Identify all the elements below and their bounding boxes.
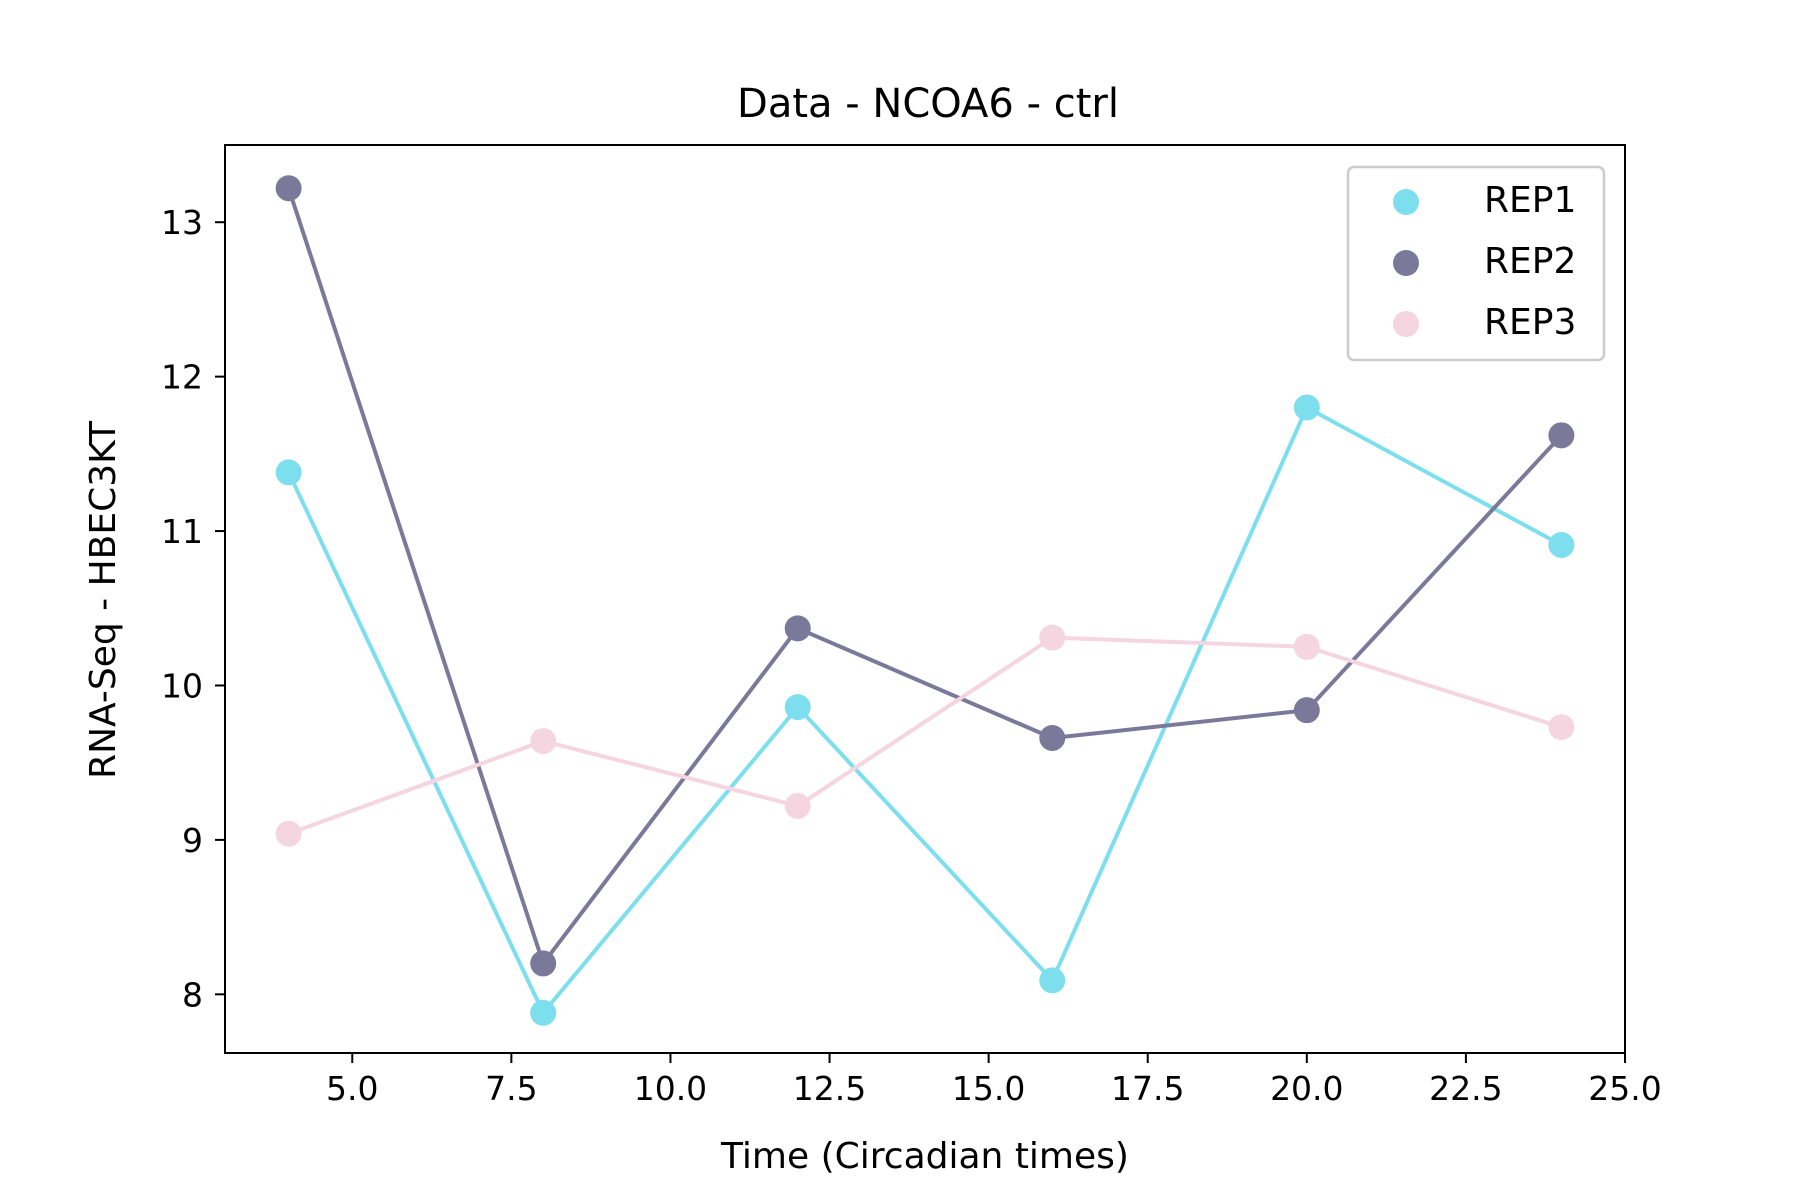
series-line-rep1 <box>286 405 1563 1015</box>
data-point-rep1 <box>1548 531 1575 558</box>
data-point-rep3 <box>275 820 302 847</box>
x-tick-label: 7.5 <box>485 1069 537 1108</box>
x-tick-label: 5.0 <box>326 1069 378 1108</box>
x-tick-label: 20.0 <box>1270 1069 1343 1108</box>
legend-marker-rep1 <box>1393 189 1419 215</box>
legend-marker-rep3 <box>1393 311 1419 337</box>
series-rep2 <box>275 175 1575 977</box>
data-point-rep3 <box>1293 633 1320 660</box>
data-point-rep1 <box>784 694 811 721</box>
legend-label-rep1: REP1 <box>1484 180 1576 221</box>
data-point-rep3 <box>1548 714 1575 741</box>
legend-marker-rep2 <box>1393 250 1419 276</box>
y-tick-label: 12 <box>161 358 203 397</box>
data-point-rep2 <box>1293 697 1320 724</box>
data-point-rep1 <box>530 999 557 1026</box>
y-tick-label: 10 <box>161 666 203 705</box>
legend-label-rep2: REP2 <box>1484 241 1576 282</box>
x-tick-label: 22.5 <box>1429 1069 1502 1108</box>
data-point-rep2 <box>1039 724 1066 751</box>
x-tick-label: 12.5 <box>793 1069 866 1108</box>
x-axis: 5.0 7.5 10.0 12.5 15.0 17.5 20.0 22.5 25.0 <box>326 1053 1662 1108</box>
legend-box <box>1346 165 1606 362</box>
y-tick-label: 8 <box>182 975 203 1014</box>
data-point-rep1 <box>1039 967 1066 994</box>
series-rep1 <box>275 394 1575 1026</box>
x-tick-label: 25.0 <box>1588 1069 1661 1108</box>
series-line-rep2 <box>286 187 1563 966</box>
plot-frame <box>224 144 1626 1054</box>
legend: REP1 REP2 REP3 <box>1346 165 1606 362</box>
series-rep3 <box>275 624 1575 847</box>
data-point-rep2 <box>275 175 302 202</box>
x-tick-label: 17.5 <box>1111 1069 1184 1108</box>
data-point-rep2 <box>784 615 811 642</box>
y-tick-label: 13 <box>161 203 203 242</box>
series-group <box>275 175 1575 1026</box>
data-point-rep1 <box>275 459 302 486</box>
legend-label-rep3: REP3 <box>1484 302 1576 343</box>
x-tick-label: 15.0 <box>952 1069 1025 1108</box>
data-point-rep3 <box>784 792 811 819</box>
y-axis: 8 9 10 11 12 13 <box>161 203 225 1014</box>
y-axis-label: RNA-Seq - HBEC3KT <box>83 420 124 779</box>
y-tick-label: 9 <box>182 821 203 860</box>
data-point-rep2 <box>1548 422 1575 449</box>
x-axis-label: Time (Circadian times) <box>720 1136 1129 1177</box>
data-point-rep3 <box>530 728 557 755</box>
data-point-rep3 <box>1039 624 1066 651</box>
plot-area <box>224 144 1626 1054</box>
data-point-rep2 <box>530 950 557 977</box>
y-tick-label: 11 <box>161 512 203 551</box>
data-point-rep1 <box>1293 394 1320 421</box>
series-line-rep3 <box>287 635 1563 836</box>
chart-title: Data - NCOA6 - ctrl <box>737 81 1119 127</box>
x-tick-label: 10.0 <box>634 1069 707 1108</box>
